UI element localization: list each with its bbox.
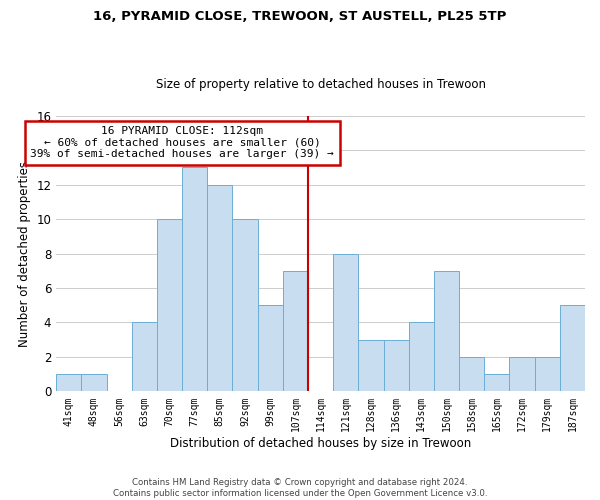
Bar xyxy=(434,271,459,392)
Bar xyxy=(358,340,383,392)
Bar xyxy=(333,254,358,392)
Bar xyxy=(560,305,585,392)
Bar xyxy=(232,219,257,392)
Text: 16, PYRAMID CLOSE, TREWOON, ST AUSTELL, PL25 5TP: 16, PYRAMID CLOSE, TREWOON, ST AUSTELL, … xyxy=(94,10,506,23)
Bar xyxy=(509,357,535,392)
Bar xyxy=(157,219,182,392)
Text: 16 PYRAMID CLOSE: 112sqm
← 60% of detached houses are smaller (60)
39% of semi-d: 16 PYRAMID CLOSE: 112sqm ← 60% of detach… xyxy=(30,126,334,160)
Bar xyxy=(383,340,409,392)
X-axis label: Distribution of detached houses by size in Trewoon: Distribution of detached houses by size … xyxy=(170,437,471,450)
Bar xyxy=(283,271,308,392)
Bar xyxy=(409,322,434,392)
Bar xyxy=(182,168,207,392)
Bar xyxy=(257,305,283,392)
Bar xyxy=(56,374,82,392)
Bar xyxy=(132,322,157,392)
Bar xyxy=(484,374,509,392)
Y-axis label: Number of detached properties: Number of detached properties xyxy=(18,160,31,346)
Bar xyxy=(535,357,560,392)
Title: Size of property relative to detached houses in Trewoon: Size of property relative to detached ho… xyxy=(155,78,485,91)
Bar xyxy=(82,374,107,392)
Bar xyxy=(459,357,484,392)
Bar xyxy=(207,184,232,392)
Text: Contains HM Land Registry data © Crown copyright and database right 2024.
Contai: Contains HM Land Registry data © Crown c… xyxy=(113,478,487,498)
